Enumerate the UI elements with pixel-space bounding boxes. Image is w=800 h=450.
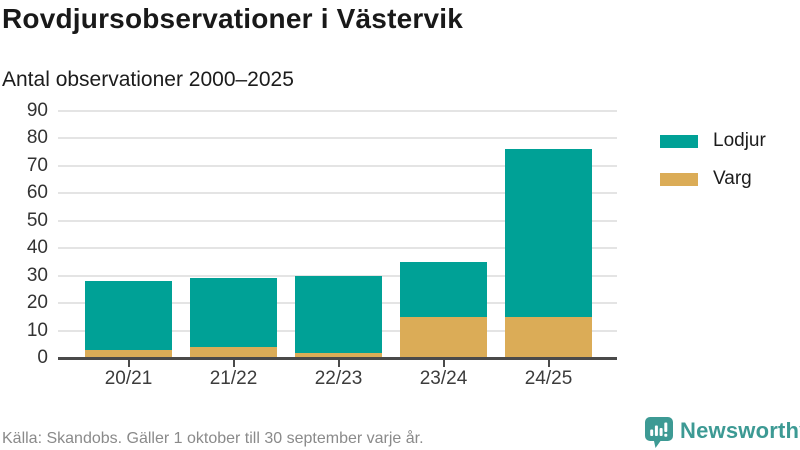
bar-segment-lodjur-24-25	[505, 149, 592, 317]
x-tick-20-21	[127, 360, 130, 367]
y-tick-label-60: 60	[26, 182, 48, 203]
bar-segment-lodjur-21-22	[190, 278, 277, 347]
y-axis-labels: 0 10 20 30 40 50 60 70 80 90	[0, 97, 48, 369]
bar-segment-varg-21-22	[190, 347, 277, 358]
gridline-70	[58, 164, 617, 167]
newsworthy-logo[interactable]: Newsworthy	[644, 416, 800, 449]
bar-segment-varg-20-21	[85, 349, 172, 358]
bar-segment-varg-22-23	[295, 352, 382, 358]
x-tick-21-22	[232, 360, 235, 367]
newsworthy-bubble-chart-icon	[645, 417, 673, 448]
y-tick-label-10: 10	[26, 319, 48, 341]
y-tick-label-80: 80	[26, 127, 48, 148]
legend-swatch-varg	[660, 172, 698, 186]
bar-segment-lodjur-23-24	[400, 261, 487, 317]
x-axis-line	[58, 357, 617, 360]
gridline-50	[58, 219, 617, 222]
legend: Lodjur Varg	[660, 130, 766, 206]
newsworthy-wordmark: Newsworthy	[680, 417, 800, 443]
x-label-23-24: 23/24	[419, 368, 468, 389]
x-tick-23-24	[442, 360, 445, 367]
source-note: Källa: Skandobs. Gäller 1 oktober till 3…	[2, 430, 424, 447]
gridline-90	[58, 109, 617, 112]
x-label-24-25: 24/25	[524, 368, 573, 389]
y-tick-label-20: 20	[26, 292, 48, 313]
legend-item-varg: Varg	[660, 168, 766, 190]
bar-segment-lodjur-20-21	[85, 281, 172, 350]
x-label-22-23: 22/23	[314, 368, 363, 389]
gridline-80	[58, 137, 617, 139]
gridline-60	[58, 192, 617, 194]
chart-subtitle: Antal observationer 2000–2025	[2, 68, 294, 91]
bar-segment-lodjur-22-23	[295, 275, 382, 353]
plot-area	[58, 97, 617, 358]
x-label-20-21: 20/21	[104, 368, 153, 389]
legend-swatch-lodjur	[660, 134, 698, 148]
y-tick-label-50: 50	[26, 209, 48, 231]
y-tick-label-30: 30	[26, 264, 48, 286]
legend-label-varg: Varg	[713, 168, 752, 189]
gridline-40	[58, 247, 617, 249]
bar-segment-varg-24-25	[505, 316, 592, 358]
x-tick-24-25	[547, 360, 550, 367]
bar-segment-varg-23-24	[400, 316, 487, 358]
y-tick-label-0: 0	[37, 347, 48, 368]
x-label-21-22: 21/22	[209, 368, 258, 389]
x-tick-22-23	[337, 360, 340, 367]
y-tick-label-90: 90	[26, 99, 48, 121]
legend-item-lodjur: Lodjur	[660, 130, 766, 152]
page-title: Rovdjursobservationer i Västervik	[2, 3, 463, 34]
legend-label-lodjur: Lodjur	[713, 130, 766, 151]
y-tick-label-40: 40	[26, 237, 48, 258]
y-tick-label-70: 70	[26, 154, 48, 176]
